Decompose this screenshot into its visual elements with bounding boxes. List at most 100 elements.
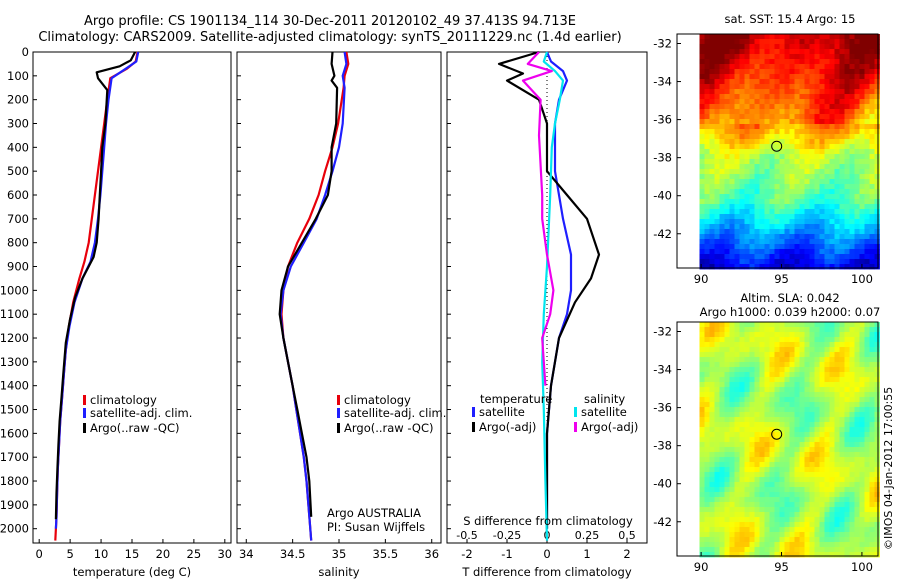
sla-map-cell — [829, 467, 835, 473]
sla-map-cell — [824, 337, 830, 343]
sla-map-cell — [764, 352, 770, 358]
sst-map-cell — [724, 119, 730, 125]
sst-map-cell — [739, 254, 745, 260]
sla-map-cell — [829, 497, 835, 503]
sla-map-cell — [779, 427, 785, 433]
salinity-profile-panel: 34 34.5 35 35.5 36salinityclimatologysatelli… — [236, 51, 446, 579]
sla-map-cell — [794, 462, 800, 468]
sla-map-cell — [714, 487, 720, 493]
diff-legend-sal-satellite-label: satellite — [581, 405, 627, 419]
sla-map-cell — [789, 327, 795, 333]
sst-map-cell — [814, 154, 820, 160]
sla-map-cell — [789, 362, 795, 368]
sst-map-cell — [824, 154, 830, 160]
sst-map-cell — [859, 119, 865, 125]
sla-map-cell — [824, 547, 830, 553]
sst-map-cell — [834, 139, 840, 145]
sla-map-cell — [809, 462, 815, 468]
sst-map-cell — [794, 254, 800, 260]
sst-map-cell — [769, 64, 775, 70]
sla-map-cell — [874, 522, 880, 528]
sla-map-cell — [789, 452, 795, 458]
sla-map-cell — [714, 512, 720, 518]
sla-map-cell — [734, 522, 740, 528]
sla-map-cell — [839, 427, 845, 433]
sst-map-cell — [829, 184, 835, 190]
sla-map-cell — [819, 527, 825, 533]
sla-map-cell — [699, 542, 705, 548]
sla-map-cell — [839, 452, 845, 458]
sla-map-cell — [714, 492, 720, 498]
sst-map-cell — [819, 164, 825, 170]
sst-map-cell — [844, 154, 850, 160]
sla-map-cell — [799, 397, 805, 403]
sst-map-cell — [704, 164, 710, 170]
salinity-x-tick-label: 36 — [424, 547, 439, 561]
sla-map-cell — [869, 502, 875, 508]
sla-map-cell — [739, 342, 745, 348]
sla-map-cell — [824, 447, 830, 453]
sst-map-cell — [709, 49, 715, 55]
sst-map-cell — [829, 104, 835, 110]
sst-map-cell — [859, 179, 865, 185]
sst-map-cell — [774, 159, 780, 165]
sst-map-cell — [699, 129, 705, 135]
sla-map-cell — [739, 492, 745, 498]
sst-map-cell — [844, 164, 850, 170]
sla-map-cell — [844, 502, 850, 508]
sst-map-cell — [809, 64, 815, 70]
sla-map-cell — [759, 457, 765, 463]
sst-map-cell — [784, 124, 790, 130]
sst-map-cell — [764, 259, 770, 265]
sla-map-cell — [869, 377, 875, 383]
sla-map-cell — [814, 547, 820, 553]
sla-map-cell — [784, 327, 790, 333]
difference-x-tick-label: 1 — [583, 547, 590, 561]
sla-map-cell — [784, 552, 790, 558]
sla-map-cell — [869, 447, 875, 453]
sla-map-cell — [704, 472, 710, 478]
sst-map-cell — [784, 249, 790, 255]
sla-map-cell — [784, 362, 790, 368]
sla-map-cell — [839, 462, 845, 468]
sla-map-cell — [774, 447, 780, 453]
sla-map-cell — [789, 517, 795, 523]
argo-float-location-marker — [771, 428, 783, 440]
sst-map-cell — [819, 34, 825, 40]
sst-map-cell — [864, 99, 870, 105]
sst-map-cell — [849, 94, 855, 100]
sst-map-cell — [699, 229, 705, 235]
sst-map-cell — [849, 159, 855, 165]
sla-map-cell — [819, 412, 825, 418]
sst-map-cell — [714, 44, 720, 50]
sla-map-cell — [804, 527, 810, 533]
sst-map-cell — [834, 39, 840, 45]
sst-map-cell — [774, 64, 780, 70]
sla-map-cell — [764, 367, 770, 373]
depth-tick-label: 1800 — [0, 474, 29, 488]
sst-map-cell — [779, 239, 785, 245]
sst-map-cell — [844, 174, 850, 180]
sla-map-cell — [809, 442, 815, 448]
sla-map-cell — [769, 332, 775, 338]
salinity-series-1 — [279, 51, 348, 541]
sla-map-cell — [784, 357, 790, 363]
sst-map-cell — [809, 254, 815, 260]
sst-map-cell — [834, 69, 840, 75]
sla-map-cell — [734, 442, 740, 448]
sst-map-cell — [764, 224, 770, 230]
sst-map-cell — [704, 204, 710, 210]
sla-map-cell — [794, 422, 800, 428]
sst-map-cell — [774, 224, 780, 230]
sst-map-cell — [719, 224, 725, 230]
sst-map-cell — [784, 239, 790, 245]
sst-map-cell — [824, 109, 830, 115]
sla-map-cell — [839, 417, 845, 423]
sla-map-cell — [784, 547, 790, 553]
sst-map-cell — [844, 214, 850, 220]
sst-map-cell — [864, 214, 870, 220]
sla-map-cell — [729, 487, 735, 493]
sst-map-cell — [849, 104, 855, 110]
sst-map-cell — [864, 64, 870, 70]
sst-map-y-tick-label: -34 — [653, 75, 672, 89]
